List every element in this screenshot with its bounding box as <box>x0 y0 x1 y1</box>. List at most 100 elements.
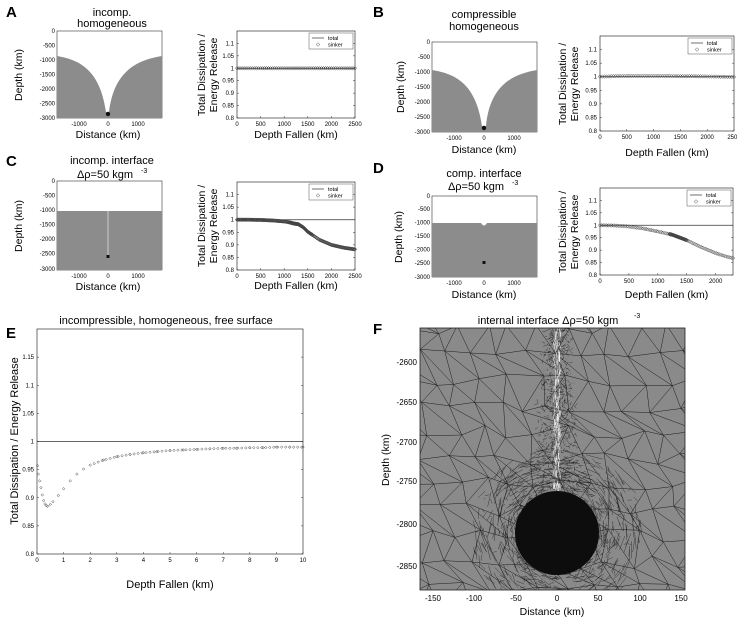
sinker-marker <box>75 472 79 476</box>
panel-b-domain-title-line2: homogeneous <box>449 21 519 33</box>
sinker-marker <box>136 451 140 456</box>
sinker-marker <box>637 225 643 231</box>
sinker-marker <box>160 449 164 453</box>
sinker-marker <box>621 223 626 229</box>
sinker-marker <box>284 445 288 449</box>
sinker-marker <box>274 445 279 449</box>
panel-b-domain-ylabel: Depth (km) <box>395 61 407 113</box>
x-tick-label: 0 <box>598 279 602 285</box>
panel-letter-e: E <box>6 325 16 342</box>
panel-b-domain-xlabel: Distance (km) <box>452 144 517 156</box>
x-tick-label: 2000 <box>709 279 723 285</box>
y-tick-label: 0.8 <box>226 268 235 274</box>
sinker-marker <box>280 66 285 71</box>
panel-b-domain-ytick: -2500 <box>415 115 431 121</box>
sinker-marker <box>611 223 616 228</box>
x-tick-label: 1500 <box>680 279 694 285</box>
panel-d-domain-ytick: -1500 <box>415 234 431 240</box>
sinker-marker <box>260 66 265 71</box>
sinker-marker <box>731 74 737 80</box>
sinker-marker <box>268 66 273 71</box>
y-tick-label: 1.1 <box>589 48 598 54</box>
sinker-marker <box>311 66 316 71</box>
panel-a-domain-title-line1: incomp. <box>93 7 132 19</box>
y-axis-label: Total Dissipation / <box>557 191 569 273</box>
panel-d-domain-xlabel: Distance (km) <box>452 289 517 301</box>
legend-box <box>687 37 733 55</box>
sinker-marker <box>184 448 188 452</box>
sinker-marker <box>35 464 40 468</box>
sinker-marker <box>116 454 120 459</box>
sinker-marker <box>250 66 255 71</box>
sinker-marker <box>208 447 212 451</box>
x-tick-label: 500 <box>256 274 267 280</box>
sinker-marker <box>282 66 287 71</box>
panel-d-domain-ylabel: Depth (km) <box>393 211 405 263</box>
sinker-marker <box>639 226 644 231</box>
sinker-marker <box>339 66 344 71</box>
sinker-marker <box>348 66 354 71</box>
panel-d-domain-xtick: 0 <box>482 281 486 287</box>
panel-f-title: internal interface Δρ=50 kgm <box>478 315 618 327</box>
panel-f-ytick: -2850 <box>397 562 418 571</box>
panel-f-frame <box>419 327 686 591</box>
sinker-marker <box>656 229 661 234</box>
panel-c-domain: incomp. interface Δρ=50 kgm -3 0 -500 -1… <box>13 155 163 293</box>
panel-c-sinker-marker <box>106 255 110 258</box>
sinker-marker <box>319 66 324 71</box>
sinker-marker <box>176 448 180 452</box>
y-tick-label: 0.85 <box>22 524 34 530</box>
x-axis-label: Depth Fallen (km) <box>625 147 708 159</box>
sinker-marker <box>725 254 731 260</box>
sinker-marker <box>224 446 228 450</box>
y-tick-label: 0.95 <box>585 88 597 94</box>
panel-a-domain-title-line2: homogeneous <box>77 18 147 30</box>
panel-e-chart: 0 1 2 3 4 5 6 7 8 9 10 0.8 0.85 0.9 0.95 1 1.05 1.1 1.15 De… <box>9 328 307 591</box>
sinker-marker <box>155 449 159 454</box>
x-tick-label: 1000 <box>278 274 292 280</box>
panel-a-chart: 0 500 1000 1500 2000 2500 0.8 0.85 0.9 0.95 1 1.05 1… <box>196 30 362 141</box>
panel-d-chart: 0 500 1000 1500 2000 0.8 0.85 0.9 0.95 1 1.05 1.1 De… <box>557 187 736 301</box>
panel-a-domain-xlabel: Distance (km) <box>76 129 141 141</box>
legend-sinker-swatch <box>315 193 321 198</box>
sinker-marker <box>301 445 305 449</box>
legend-total-label: total <box>328 36 338 42</box>
x-tick-label: 1000 <box>278 122 292 128</box>
panel-d-domain-title-line2: Δρ=50 kgm <box>448 181 504 193</box>
panel-a-mantle-domain <box>57 56 162 118</box>
panel-letter-f: F <box>373 321 382 338</box>
sinker-marker <box>238 66 244 71</box>
y-tick-label: 0.9 <box>26 496 35 502</box>
sinker-marker <box>248 446 252 450</box>
sinker-marker <box>293 66 299 71</box>
sinker-marker <box>92 461 96 466</box>
y-tick-label: 1 <box>594 75 598 81</box>
panel-a-domain-ytick: -2000 <box>40 87 56 93</box>
sinker-marker <box>612 223 618 228</box>
y-axis-label: Energy Release <box>569 194 581 269</box>
y-tick-label: 1.05 <box>222 54 234 60</box>
sinker-marker <box>192 447 196 452</box>
sinker-marker <box>280 445 284 449</box>
sinker-marker <box>351 246 356 252</box>
x-tick-label: 2500 <box>727 135 737 141</box>
sinker-marker <box>642 226 648 231</box>
panel-b-domain: compressible homogeneous 0 -500 -1000 -1… <box>395 9 538 156</box>
panel-c-domain-xtick: -1000 <box>71 274 87 280</box>
panel-d-domain-ytick: -2500 <box>415 261 431 267</box>
sinker-marker <box>309 66 314 71</box>
panel-f-ytick: -2750 <box>397 477 418 486</box>
chart-panels: 0 500 1000 1500 2000 2500 0.8 0.85 0.9 0.95 1 1.05 1… <box>9 30 737 591</box>
panel-f-sinker <box>515 491 599 575</box>
x-tick-label: 500 <box>622 135 633 141</box>
sinker-marker <box>300 445 304 449</box>
x-tick-label: 0 <box>598 135 602 141</box>
sinker-marker <box>148 450 152 454</box>
sinker-marker <box>256 66 261 71</box>
sinker-marker <box>654 229 659 234</box>
x-tick-label: 9 <box>275 558 279 564</box>
panel-letter-b: B <box>373 4 384 21</box>
panel-b-domain-ytick: -3000 <box>415 130 431 136</box>
sinker-marker <box>646 227 651 232</box>
y-tick-label: 1.1 <box>226 193 235 199</box>
